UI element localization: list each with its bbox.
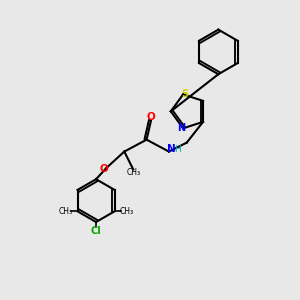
Text: O: O: [100, 164, 109, 174]
Text: N: N: [167, 144, 176, 154]
Text: N: N: [177, 123, 185, 133]
Text: Cl: Cl: [91, 226, 101, 236]
Text: S: S: [182, 89, 189, 99]
Text: CH₃: CH₃: [119, 207, 134, 216]
Text: H: H: [174, 145, 181, 154]
Text: CH₃: CH₃: [126, 169, 140, 178]
Text: O: O: [147, 112, 155, 122]
Text: CH₃: CH₃: [58, 207, 73, 216]
